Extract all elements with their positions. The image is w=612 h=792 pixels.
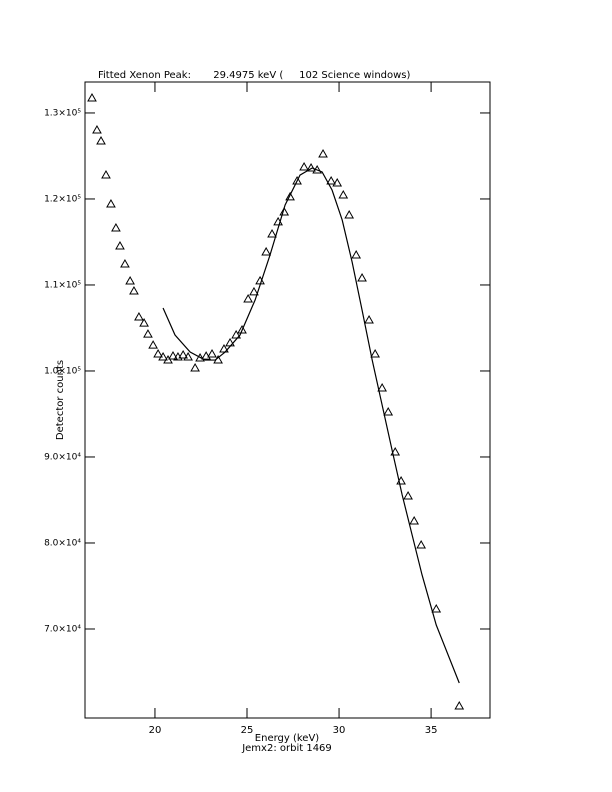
data-point: [332, 177, 343, 187]
data-point: [243, 293, 253, 303]
data-point: [139, 318, 149, 327]
data-point: [403, 491, 413, 500]
data-point: [409, 516, 420, 525]
data-point: [92, 124, 102, 134]
y-tick-label: 7.0×10⁴: [44, 624, 81, 634]
data-point: [454, 701, 465, 710]
y-tick-label: 1.3×10⁵: [44, 108, 81, 118]
data-point: [326, 175, 336, 185]
x-tick-label: 20: [149, 725, 162, 736]
data-point: [351, 250, 362, 259]
data-point: [279, 206, 290, 216]
data-point: [201, 351, 211, 360]
data-point: [306, 162, 316, 172]
data-point: [129, 285, 139, 295]
data-point: [338, 190, 349, 199]
data-point: [168, 351, 178, 360]
data-point: [111, 223, 121, 232]
data-point: [148, 340, 158, 349]
data-point: [357, 272, 367, 282]
data-point: [370, 349, 380, 358]
data-point: [431, 604, 442, 613]
data-point: [120, 258, 130, 268]
x-tick-label: 35: [425, 725, 438, 736]
data-point: [292, 175, 302, 185]
data-point: [101, 169, 111, 179]
y-tick-label: 9.0×10⁴: [44, 452, 81, 462]
data-point: [231, 329, 242, 339]
fit-line: [162, 167, 460, 684]
data-point: [261, 246, 272, 256]
data-point: [96, 135, 106, 145]
y-tick-label: 8.0×10⁴: [44, 538, 81, 548]
plot-frame: [84, 81, 491, 719]
y-axis-label: Detector counts: [55, 360, 66, 440]
x-axis-label: Energy (keV): [255, 733, 320, 744]
y-tick-label: 1.2×10⁵: [44, 194, 81, 204]
data-point: [318, 148, 328, 158]
data-point: [267, 228, 277, 238]
chart-title: Fitted Xenon Peak: 29.4975 keV ( 102 Sci…: [98, 70, 411, 81]
data-point: [377, 382, 387, 392]
data-point: [237, 324, 247, 334]
data-point: [134, 312, 144, 321]
data-point: [285, 191, 295, 201]
x-tick-label: 30: [333, 725, 346, 736]
data-point: [158, 352, 168, 361]
data-point: [416, 540, 427, 549]
data-point: [195, 352, 205, 362]
data-point: [143, 329, 153, 338]
data-point: [390, 446, 401, 456]
data-point: [115, 241, 125, 250]
data-point: [106, 199, 116, 208]
data-point: [299, 161, 309, 171]
subtitle: Jemx2: orbit 1469: [241, 743, 332, 754]
data-point: [87, 92, 97, 102]
y-tick-label: 1.1×10⁵: [44, 280, 81, 290]
data-point: [364, 314, 374, 324]
data-point: [190, 363, 200, 372]
data-point: [344, 209, 355, 219]
data-point: [383, 406, 394, 416]
data-point: [178, 349, 188, 359]
data-point: [249, 286, 259, 296]
x-tick-label: 25: [241, 725, 254, 736]
data-point: [219, 344, 229, 353]
data-point: [207, 349, 217, 358]
data-point: [183, 352, 193, 361]
y-tick-label: 1.0×10⁵: [44, 366, 81, 376]
data-point: [153, 349, 163, 358]
data-point: [125, 276, 135, 285]
